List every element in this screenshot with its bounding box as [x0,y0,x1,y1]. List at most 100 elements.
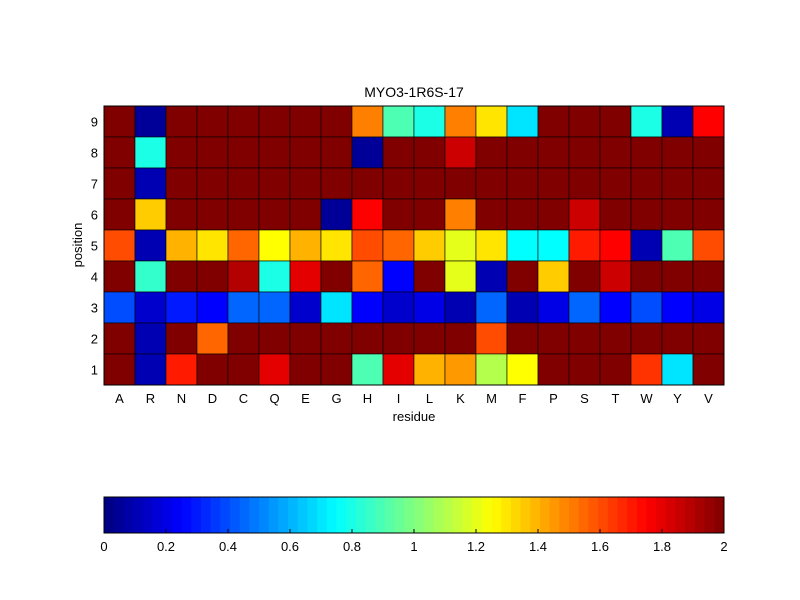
heatmap-cell-4-N [165,260,198,293]
heatmap-cell-6-T [599,198,632,231]
heatmap-cell-4-G [320,260,353,293]
heatmap-cell-4-M [475,260,508,293]
y-tick-label: 2 [91,332,98,347]
heatmap-cell-8-A [103,136,136,169]
heatmap-cell-8-H [351,136,384,169]
heatmap-cell-8-D [196,136,229,169]
heatmap-cell-7-E [289,167,322,200]
colorbar-band [452,497,463,533]
colorbar-band [530,497,541,533]
colorbar-band [607,497,618,533]
colorbar-band [656,497,667,533]
colorbar-band [346,497,357,533]
heatmap-cell-3-Q [258,291,291,324]
colorbar-band [665,497,677,533]
heatmap-cell-8-K [444,136,477,169]
heatmap-cell-6-G [320,198,353,231]
heatmap-cell-1-C [227,353,260,386]
y-tick-label: 1 [91,363,98,378]
heatmap-cell-3-P [537,291,570,324]
heatmap-cell-9-L [413,105,446,138]
heatmap-cell-3-L [413,291,446,324]
heatmap-cell-3-R [134,291,167,324]
heatmap-cell-2-E [289,322,322,355]
colorbar-band [404,497,415,533]
heatmap-cell-7-N [165,167,198,200]
colorbar-band [239,497,250,533]
heatmap-cell-8-W [630,136,663,169]
heatmap-cell-4-A [103,260,136,293]
colorbar-tick-label: 0.2 [157,539,175,554]
heatmap-cell-5-P [537,229,570,262]
heatmap-cell-5-W [630,229,663,262]
colorbar-band [714,497,725,533]
x-tick-label: A [115,391,124,406]
colorbar-band [384,497,396,533]
colorbar-band [675,497,686,533]
heatmap-cell-4-R [134,260,167,293]
x-tick-label: W [640,391,653,406]
colorbar-band [627,497,638,533]
heatmap-cell-9-K [444,105,477,138]
colorbar-band [694,497,706,533]
colorbar-band [588,497,599,533]
heatmap-cell-7-C [227,167,260,200]
heatmap-cell-8-Y [661,136,694,169]
heatmap-cell-4-E [289,260,322,293]
x-tick-label: S [580,391,589,406]
colorbar-band [491,497,502,533]
x-tick-label: D [208,391,217,406]
colorbar-band [646,497,657,533]
heatmap-cell-7-G [320,167,353,200]
colorbar-band [288,497,299,533]
heatmap-cell-6-Y [661,198,694,231]
heatmap-cell-1-G [320,353,353,386]
colorbar-band [472,497,483,533]
x-tick-label: H [363,391,372,406]
heatmap-cell-3-A [103,291,136,324]
heatmap-cell-1-K [444,353,477,386]
heatmap-cell-8-F [506,136,539,169]
heatmap-cell-7-I [382,167,415,200]
heatmap-cell-6-D [196,198,229,231]
colorbar-band [539,497,551,533]
colorbar-band [268,497,279,533]
heatmap-cell-5-C [227,229,260,262]
heatmap-cell-8-T [599,136,632,169]
heatmap-cell-4-Q [258,260,291,293]
heatmap-cell-3-I [382,291,415,324]
x-tick-label: R [146,391,155,406]
colorbar-tick-label: 0 [100,539,107,554]
y-tick-label: 6 [91,208,98,223]
heatmap-cell-8-C [227,136,260,169]
heatmap-cell-5-D [196,229,229,262]
colorbar-band [414,497,425,533]
heatmap-cell-4-L [413,260,446,293]
heatmap-cell-8-N [165,136,198,169]
heatmap-cell-5-G [320,229,353,262]
heatmap-cell-3-N [165,291,198,324]
heatmap-cell-3-M [475,291,508,324]
heatmap-cell-1-D [196,353,229,386]
heatmap-cell-7-A [103,167,136,200]
colorbar-band [113,497,124,533]
colorbar-band [549,497,560,533]
heatmap-cell-2-H [351,322,384,355]
heatmap-cell-1-S [568,353,601,386]
colorbar-band [423,497,434,533]
heatmap-cell-7-D [196,167,229,200]
heatmap-cell-4-H [351,260,384,293]
y-tick-label: 9 [91,115,98,130]
colorbar-band [123,497,134,533]
colorbar-band [578,497,589,533]
colorbar-band [297,497,308,533]
colorbar-tick-label: 1.8 [653,539,671,554]
heatmap-cell-9-I [382,105,415,138]
heatmap-cell-5-F [506,229,539,262]
colorbar-band [104,497,115,533]
heatmap-cell-9-A [103,105,136,138]
heatmap-cell-6-L [413,198,446,231]
heatmap-cell-1-A [103,353,136,386]
heatmap-cell-5-N [165,229,198,262]
heatmap-cell-5-Y [661,229,694,262]
